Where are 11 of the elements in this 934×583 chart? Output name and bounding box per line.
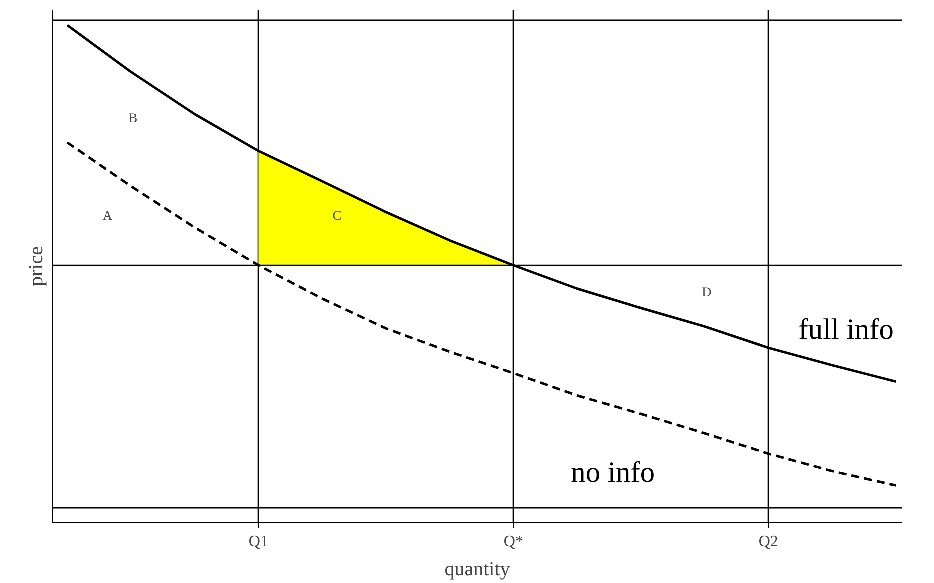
annotation: C	[332, 208, 342, 223]
annotation: D	[702, 284, 712, 300]
x-tick-label: Q2	[758, 534, 778, 550]
x-tick-label: Q1	[248, 534, 268, 550]
annotation: B	[128, 110, 138, 126]
x-tick-label: Q*	[504, 534, 524, 550]
y-axis-title: price	[26, 246, 48, 286]
series-label: full info	[798, 314, 894, 346]
series-label: no info	[571, 457, 656, 490]
annotation: A	[102, 208, 113, 223]
x-axis-title: quantity	[444, 558, 510, 580]
